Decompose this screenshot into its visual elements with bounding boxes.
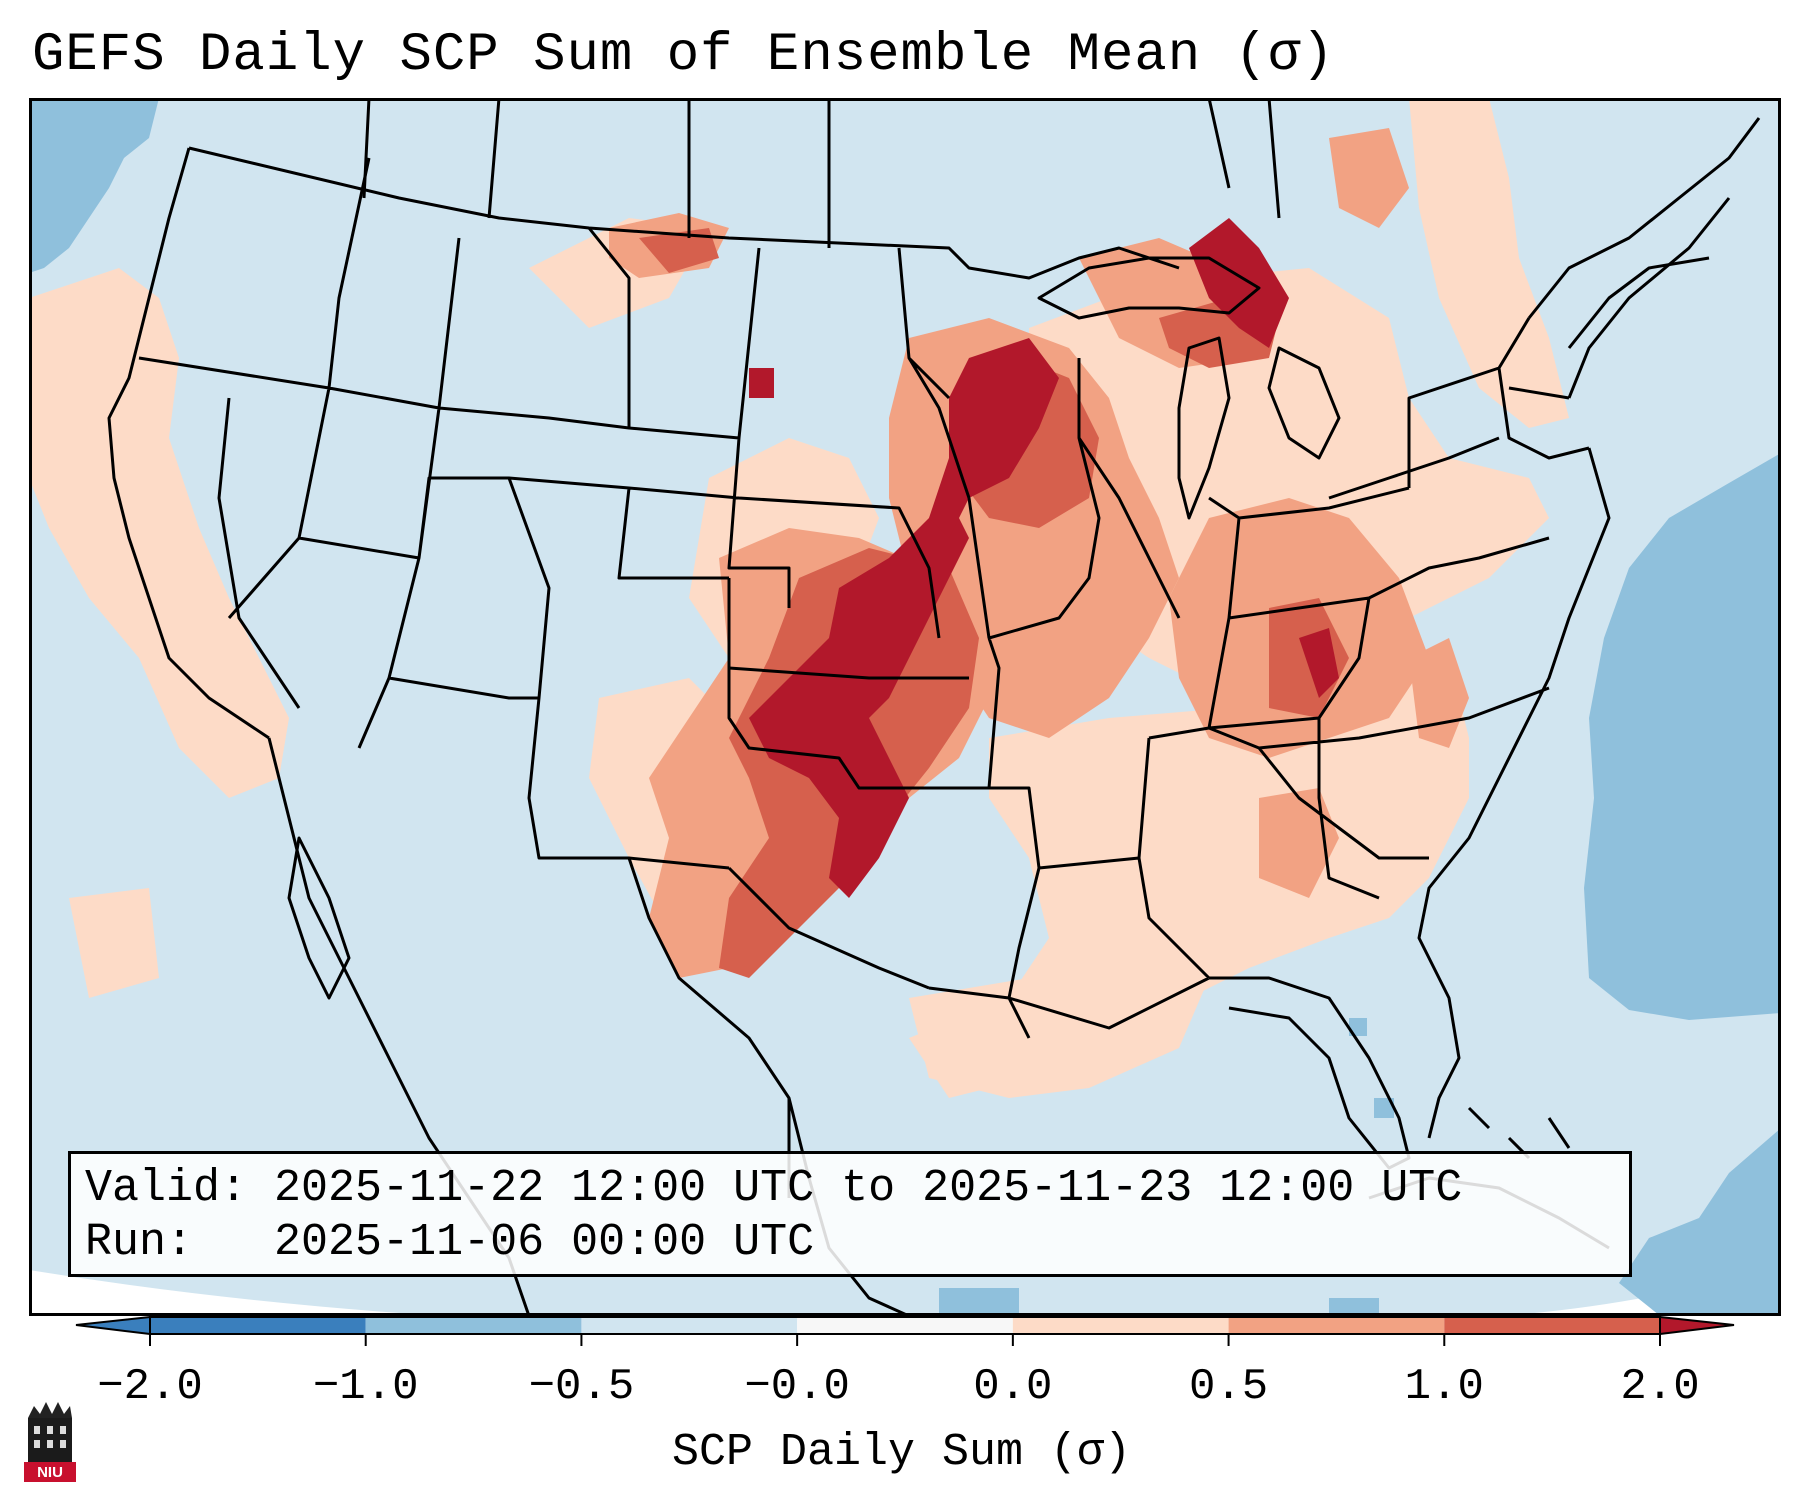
southeast-moderate	[1259, 788, 1339, 898]
lake-erie-ontario	[1328, 386, 1570, 500]
valid-label: Valid:	[85, 1163, 248, 1214]
colorbar-segment	[581, 1317, 798, 1334]
mexico-positive	[69, 888, 159, 998]
northeast-moderate	[1329, 128, 1409, 228]
logo-text: NIU	[37, 1464, 63, 1481]
colorbar-segment	[1012, 1317, 1229, 1334]
colorbar-tick-label: −0.5	[528, 1362, 635, 1412]
michigan-max	[1189, 218, 1289, 348]
state-lines	[138, 157, 1731, 1198]
colorbar-label: SCP Daily Sum (σ)	[671, 1427, 1132, 1478]
valid-time-box: Valid: 2025-11-22 12:00 UTC to 2025-11-2…	[68, 1151, 1632, 1277]
colorbar-tick-label: 0.5	[1188, 1362, 1269, 1412]
projection-edge	[29, 1270, 444, 1316]
colorbar-tick-label: −2.0	[97, 1362, 203, 1412]
very-strong-positive-layer	[749, 218, 1339, 898]
west-coast-positive	[29, 268, 289, 798]
colorbar-tick-label: −0.0	[744, 1362, 850, 1412]
colorbar-segment	[1228, 1317, 1445, 1334]
caribbean-negative	[1619, 1128, 1781, 1316]
colorbar-extend-low	[75, 1315, 151, 1336]
niu-logo: NIU	[22, 1396, 78, 1486]
northeast-coastline	[1527, 117, 1761, 319]
montana-strong	[639, 228, 719, 273]
boundary-lines	[107, 98, 1761, 1316]
colorbar	[70, 1315, 1740, 1376]
gulf-positive	[909, 958, 1209, 1098]
lake-michigan	[1177, 336, 1231, 520]
colorbar-tick-label: 0.0	[973, 1362, 1053, 1412]
lake-superior	[1037, 256, 1261, 320]
colorbar-segment	[797, 1317, 1013, 1334]
colorbar-segment	[1444, 1317, 1660, 1334]
negative-anomaly-layer	[29, 98, 1781, 1316]
valid-value: 2025-11-22 12:00 UTC to 2025-11-23 12:00…	[274, 1163, 1463, 1214]
colorbar-segment	[150, 1317, 366, 1334]
colorbar-tick-label: 2.0	[1620, 1362, 1700, 1412]
us-canada-border	[188, 146, 1180, 280]
pacific-nw-negative	[29, 98, 159, 273]
northeast-positive	[1409, 98, 1569, 428]
university-tower-icon	[28, 1402, 72, 1462]
quebec-coast	[1567, 256, 1710, 349]
ks-max	[749, 368, 774, 398]
run-label: Run:	[85, 1217, 194, 1268]
atlantic-negative	[1584, 453, 1781, 1020]
map-border	[29, 98, 1781, 1316]
ohio-max	[1299, 628, 1339, 698]
pacific-coastline	[107, 147, 270, 740]
canada-province-lines	[362, 98, 1281, 248]
colorbar-extend-high	[1659, 1315, 1735, 1336]
lake-huron	[1267, 346, 1341, 460]
upper-midwest-max	[929, 338, 1059, 538]
map-title: GEFS Daily SCP Sum of Ensemble Mean (σ)	[32, 25, 1335, 86]
run-value: 2025-11-06 00:00 UTC	[274, 1217, 815, 1268]
colorbar-tick-label: −1.0	[312, 1362, 419, 1412]
map-panel[interactable]	[29, 98, 1781, 1316]
colorbar-segment	[365, 1317, 582, 1334]
colorbar-tick-label: 1.0	[1404, 1362, 1484, 1412]
baja-california	[287, 836, 351, 1000]
plains-max	[749, 498, 969, 898]
